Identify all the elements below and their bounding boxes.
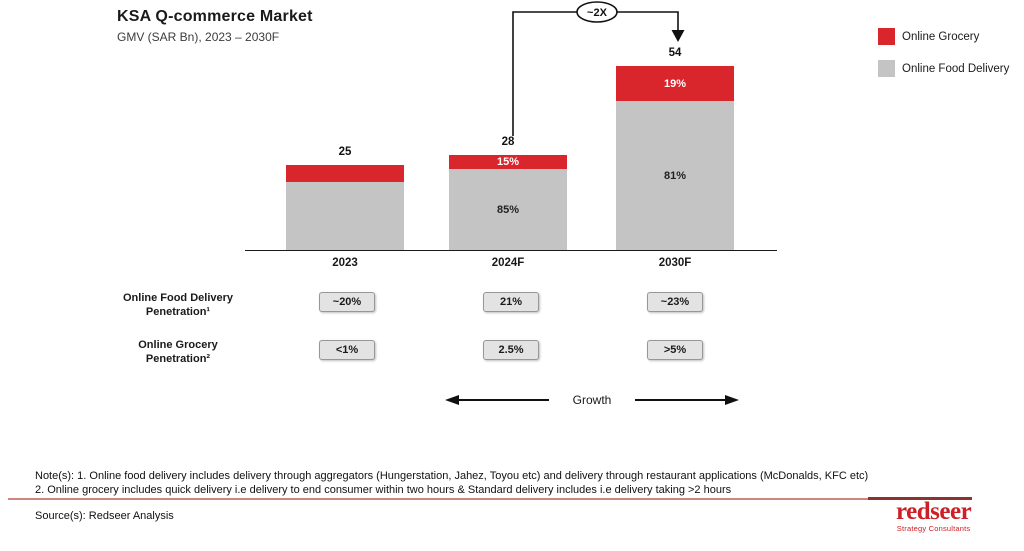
- x-axis-label-2023: 2023: [332, 257, 358, 269]
- bar-total-label: 25: [338, 146, 352, 158]
- divider-line-accent: [868, 497, 972, 500]
- bar-2024f-grocery-segment: 15%: [449, 155, 567, 169]
- x-axis-label-2030f: 2030F: [658, 257, 692, 269]
- bar-2030f: 54 19% 81%: [616, 47, 734, 250]
- logo-tagline: Strategy Consultants: [896, 524, 971, 533]
- source-line: Source(s): Redseer Analysis: [35, 510, 174, 522]
- bar-2023: 25: [286, 146, 404, 250]
- food-penetration-2023: ~20%: [319, 292, 375, 312]
- grocery-penetration-2023: <1%: [319, 340, 375, 360]
- grocery-penetration-2024f: 2.5%: [483, 340, 539, 360]
- bar-total-label: 28: [501, 136, 515, 148]
- row-label-line: Online Food Delivery: [122, 292, 234, 304]
- legend-item-online-food-delivery: Online Food Delivery: [878, 60, 1009, 77]
- bar-2030f-grocery-segment: 19%: [616, 66, 734, 101]
- growth-axis: Growth: [443, 392, 741, 408]
- logo-wordmark: redseer: [896, 498, 972, 525]
- footnote-2: 2. Online grocery includes quick deliver…: [35, 484, 732, 496]
- growth-multiple-label: ~2X: [587, 7, 608, 19]
- divider-line: [8, 498, 940, 500]
- bar-2023-food-segment: [286, 182, 404, 250]
- row-label-line: Penetration²: [145, 353, 211, 365]
- x-axis-label-2024f: 2024F: [491, 257, 525, 269]
- bar-2024f: 28 15% 85%: [449, 136, 567, 250]
- online-grocery-swatch: [878, 28, 895, 45]
- bar-2030f-food-segment: 81%: [616, 101, 734, 250]
- bar-total-label: 54: [668, 47, 682, 59]
- food-penetration-2024f: 21%: [483, 292, 539, 312]
- left-arrow-icon: [445, 395, 549, 405]
- row-label-line: Online Grocery: [138, 339, 218, 351]
- legend: Online Grocery Online Food Delivery: [878, 28, 1009, 92]
- growth-bracket-annotation: ~2X: [512, 1, 685, 136]
- stacked-bar-chart: 25 28 15% 85% 54 19% 81%: [245, 0, 777, 251]
- legend-item-online-grocery: Online Grocery: [878, 28, 1009, 45]
- row-label-line: Penetration¹: [145, 306, 211, 318]
- food-delivery-penetration-row-label: Online Food Delivery Penetration¹: [118, 291, 238, 319]
- footnote-1: Note(s): 1. Online food delivery include…: [35, 470, 869, 482]
- legend-label: Online Grocery: [902, 30, 980, 43]
- page-subtitle: GMV (SAR Bn), 2023 – 2030F: [117, 30, 280, 44]
- bar-2023-grocery-segment: [286, 165, 404, 182]
- growth-label: Growth: [572, 393, 612, 407]
- legend-label: Online Food Delivery: [902, 62, 1010, 75]
- food-penetration-2030f: ~23%: [647, 292, 703, 312]
- grocery-penetration-2030f: >5%: [647, 340, 703, 360]
- redseer-logo: redseer Strategy Consultants: [896, 498, 972, 533]
- bar-2024f-food-segment: 85%: [449, 169, 567, 250]
- online-food-delivery-swatch: [878, 60, 895, 77]
- page-title: KSA Q-commerce Market: [117, 8, 313, 25]
- footnotes: Note(s): 1. Online food delivery include…: [35, 469, 995, 497]
- grocery-penetration-row-label: Online Grocery Penetration²: [118, 338, 238, 366]
- right-arrow-icon: [635, 395, 739, 405]
